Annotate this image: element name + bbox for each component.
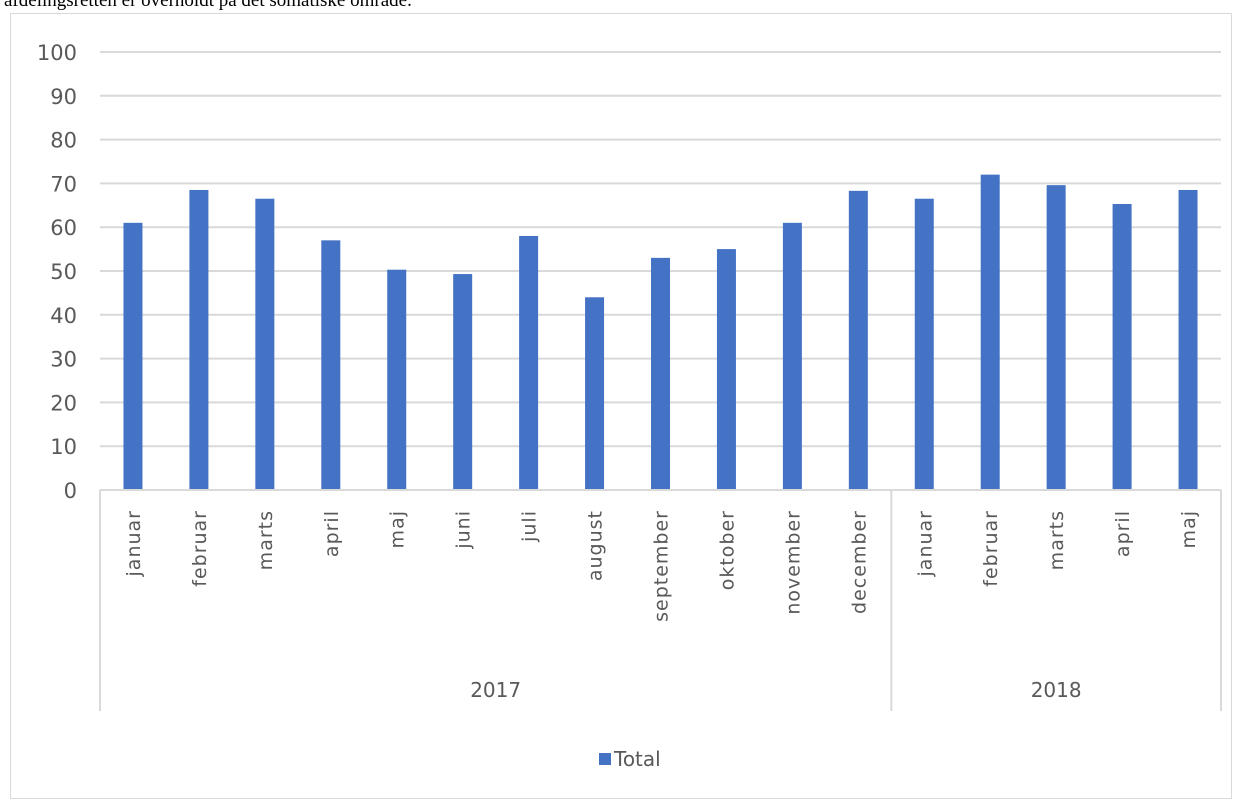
year-group-labels: 2017 2018 [470, 678, 1081, 702]
y-axis-ticks: 0 10 20 30 40 50 60 70 80 90 100 [37, 41, 77, 503]
category-label: oktober [716, 510, 738, 590]
y-tick-label: 0 [64, 479, 77, 503]
legend: Total [599, 747, 661, 771]
bar-januar [914, 198, 934, 491]
year-group-label: 2018 [1031, 678, 1082, 702]
bar-december [848, 190, 868, 490]
category-label: januar [123, 510, 145, 577]
year-group-label: 2017 [470, 678, 521, 702]
bar-august [585, 297, 605, 490]
bar-april [321, 240, 341, 490]
bar-januar [123, 222, 143, 490]
category-labels: januar februar marts april maj juni juli august… [123, 510, 1200, 622]
preceding-text-line: afdelingsretten er overholdt på det soma… [4, 0, 412, 11]
bar-februar [189, 189, 209, 490]
category-label: juni [453, 510, 475, 550]
category-label: december [848, 510, 870, 614]
y-tick-label: 100 [37, 41, 77, 65]
bar-juli [519, 235, 539, 490]
bar-februar [980, 174, 1000, 490]
bar-maj [1178, 189, 1198, 490]
y-tick-label: 20 [50, 391, 77, 415]
category-label: november [782, 510, 804, 615]
legend-label: Total [613, 747, 661, 771]
category-label: maj [1178, 510, 1200, 548]
y-tick-label: 70 [50, 172, 77, 196]
y-tick-label: 90 [50, 85, 77, 109]
category-label: marts [255, 510, 277, 570]
category-label: maj [387, 510, 409, 548]
y-tick-label: 50 [50, 260, 77, 284]
category-label: august [585, 510, 607, 581]
bar-marts [1046, 185, 1066, 491]
x-axis [99, 489, 1222, 711]
y-tick-label: 60 [50, 216, 77, 240]
category-label: april [1112, 510, 1134, 557]
bar-juni [453, 274, 473, 490]
category-label: januar [914, 510, 936, 577]
category-label: juli [519, 510, 541, 543]
bars [123, 174, 1198, 491]
legend-swatch [599, 753, 611, 765]
y-tick-label: 40 [50, 304, 77, 328]
category-label: februar [189, 510, 211, 587]
bar-november [782, 222, 802, 490]
chart-frame [10, 13, 1232, 799]
category-label: februar [980, 510, 1002, 587]
bar-maj [387, 269, 407, 490]
category-label: september [651, 510, 673, 622]
bar-oktober [716, 249, 736, 490]
y-tick-label: 10 [50, 435, 77, 459]
bar-april [1112, 203, 1132, 490]
bar-marts [255, 198, 275, 491]
category-label: april [321, 510, 343, 557]
bar-september [651, 257, 670, 490]
y-tick-label: 80 [50, 129, 77, 153]
y-tick-label: 30 [50, 348, 77, 372]
category-label: marts [1046, 510, 1068, 570]
